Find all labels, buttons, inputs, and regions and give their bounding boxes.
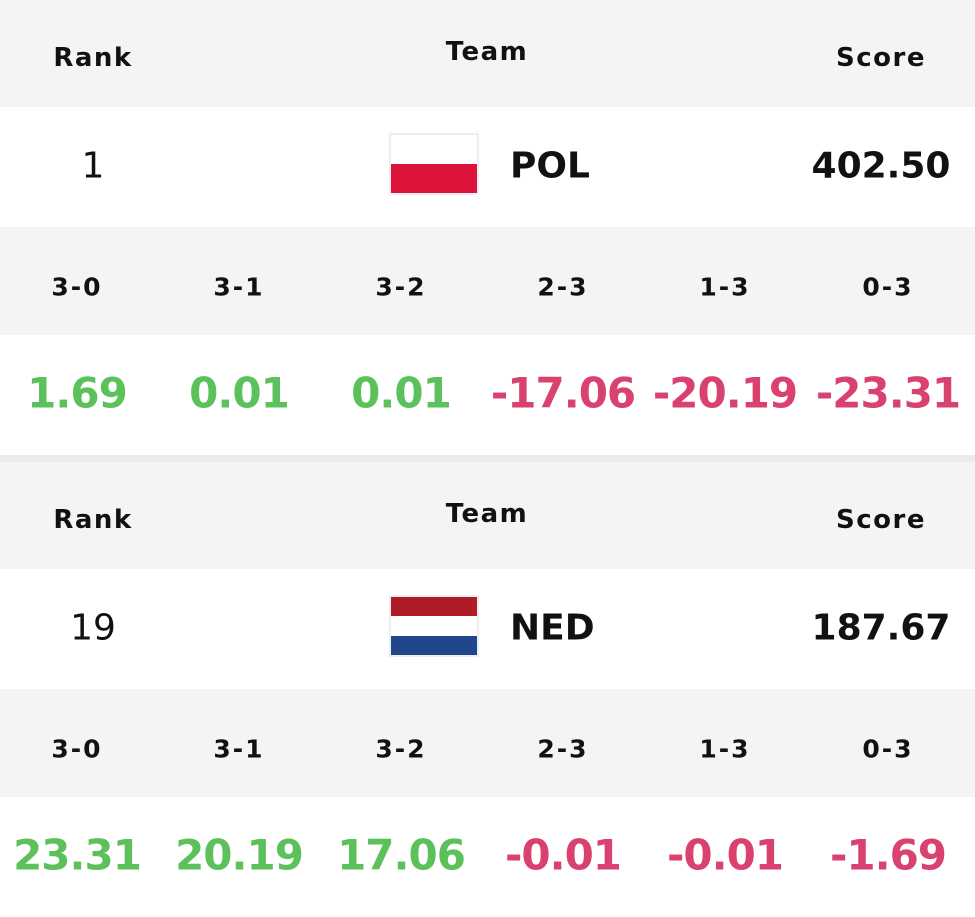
- outcome-label: 1-3: [699, 272, 751, 302]
- rank-header: Rank: [53, 43, 133, 73]
- outcome-label: 1-3: [699, 734, 751, 764]
- header-band: [0, 462, 975, 569]
- header-band: [0, 0, 975, 107]
- outcome-label: 3-1: [213, 272, 265, 302]
- rank: 1: [81, 145, 105, 187]
- outcome-value: -0.01: [504, 830, 622, 880]
- outcome-label: 3-1: [213, 734, 265, 764]
- flag-stripe: [391, 164, 477, 193]
- team-band: [0, 107, 975, 227]
- flag-stripe: [391, 135, 477, 164]
- outcome-value: 1.69: [27, 368, 128, 418]
- team-header: Team: [445, 37, 529, 67]
- flag-stripe: [391, 597, 477, 617]
- outcome-header-band: [0, 689, 975, 797]
- outcome-value: 0.01: [351, 368, 452, 418]
- score: 402.50: [811, 145, 951, 187]
- score-header: Score: [836, 43, 926, 73]
- team-header: Team: [445, 499, 529, 529]
- outcome-label: 3-2: [375, 272, 427, 302]
- outcome-value: -0.01: [666, 830, 784, 880]
- outcome-label: 3-2: [375, 734, 427, 764]
- outcome-value: -17.06: [490, 368, 636, 418]
- team-code: POL: [510, 145, 590, 187]
- flag-stripe: [391, 616, 477, 636]
- outcome-value: 20.19: [175, 830, 304, 880]
- outcome-label: 0-3: [862, 272, 914, 302]
- score: 187.67: [811, 607, 951, 649]
- outcome-value: -20.19: [652, 368, 798, 418]
- score-header: Score: [836, 505, 926, 535]
- outcome-label: 0-3: [862, 734, 914, 764]
- outcome-value: 17.06: [337, 830, 466, 880]
- team-band: [0, 569, 975, 689]
- outcome-label: 3-0: [51, 734, 103, 764]
- separator: [0, 455, 975, 462]
- outcome-value: -1.69: [829, 830, 947, 880]
- outcome-band: [0, 335, 975, 455]
- outcome-value: 0.01: [189, 368, 290, 418]
- outcome-label: 3-0: [51, 272, 103, 302]
- flag: [389, 133, 479, 195]
- outcome-label: 2-3: [537, 734, 589, 764]
- flag: [389, 595, 479, 657]
- rank: 19: [70, 607, 116, 649]
- team-code: NED: [510, 607, 595, 649]
- outcome-label: 2-3: [537, 272, 589, 302]
- flag-stripe: [391, 635, 477, 655]
- outcome-value: 23.31: [13, 830, 142, 880]
- outcome-header-band: [0, 227, 975, 335]
- rank-header: Rank: [53, 505, 133, 535]
- outcome-band: [0, 797, 975, 917]
- outcome-value: -23.31: [815, 368, 961, 418]
